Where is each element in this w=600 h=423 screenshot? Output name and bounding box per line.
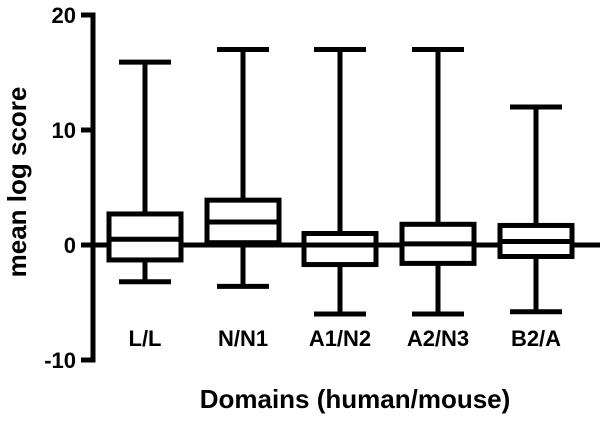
box-l-l: [106, 59, 184, 285]
box-a1-n2: [301, 47, 379, 317]
y-tick-label: 10: [52, 118, 76, 143]
y-axis-title: mean log score: [2, 87, 32, 278]
category-label: L/L: [129, 326, 162, 351]
box-a2-n3: [399, 47, 477, 317]
y-tick-label: -10: [44, 348, 76, 373]
category-label: A2/N3: [407, 326, 469, 351]
box-n-n1: [204, 47, 282, 289]
category-label: A1/N2: [309, 326, 371, 351]
category-label: B2/A: [511, 326, 561, 351]
y-tick-label: 0: [64, 233, 76, 258]
boxes: [106, 47, 575, 317]
box-b2-a: [497, 104, 575, 315]
category-labels: L/L N/N1 A1/N2 A2/N3 B2/A: [129, 326, 562, 351]
y-tick-label: 20: [52, 3, 76, 28]
category-label: N/N1: [218, 326, 268, 351]
x-axis-title: Domains (human/mouse): [200, 384, 511, 414]
iqr-box: [301, 231, 379, 268]
y-axis: -10 0 10 20: [44, 3, 96, 373]
